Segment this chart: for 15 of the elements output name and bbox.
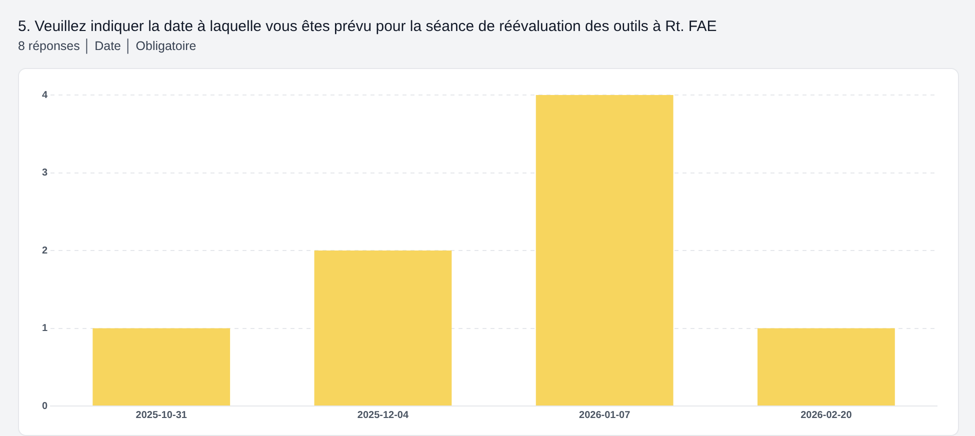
chart-subtitle: 8 réponses │ Date │ Obligatoire: [18, 39, 196, 53]
y-tick-label: 1: [42, 323, 48, 334]
y-tick-label: 3: [42, 168, 48, 178]
x-tick-label: 2026-01-07: [579, 410, 631, 421]
y-tick-label: 2: [42, 245, 48, 256]
bar: [92, 328, 230, 406]
y-tick-label: 0: [42, 400, 48, 412]
x-tick-label: 2026-02-20: [800, 410, 852, 421]
chart-title: 5. Veuillez indiquer la date à laquelle vous êtes prévu pour la séance de réévaluation des outils à Rt. FAE: [18, 18, 717, 35]
bar: [757, 328, 895, 406]
x-tick-label: 2025-12-04: [357, 410, 409, 421]
bar: [314, 250, 452, 406]
bar: [536, 95, 674, 406]
y-tick-label: 4: [42, 90, 48, 101]
x-tick-label: 2025-10-31: [136, 410, 188, 421]
